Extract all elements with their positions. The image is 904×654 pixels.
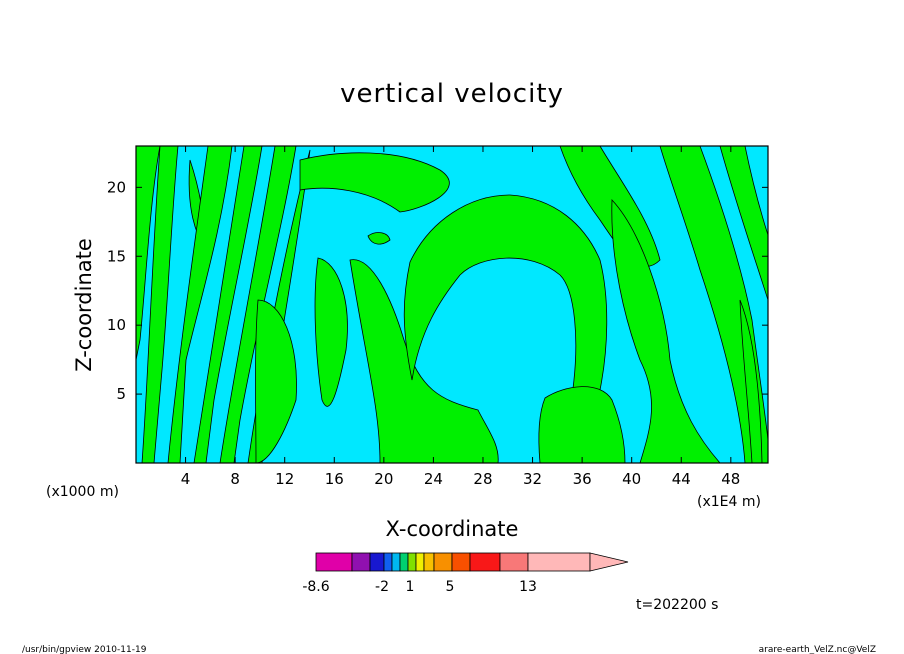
x-tick-label: 8 [230, 470, 240, 488]
colorbar-arrow [589, 552, 629, 572]
x-tick-label: 4 [181, 470, 191, 488]
x-tick-label: 12 [275, 470, 294, 488]
colorbar-segment [423, 552, 435, 572]
x-axis-label: X-coordinate [386, 517, 519, 541]
y-tick-label: 15 [107, 247, 126, 265]
x-axis-ticks: 4 8 12 16 20 24 28 32 36 40 44 48 [181, 146, 740, 488]
colorbar [315, 552, 629, 572]
x-tick-label: 20 [374, 470, 393, 488]
y-unit-note: (x1000 m) [46, 484, 119, 500]
positive-region [367, 232, 391, 245]
plot-frame [135, 145, 769, 464]
plot-area [135, 145, 769, 464]
x-unit-note: (x1E4 m) [697, 494, 761, 510]
x-tick-label: 48 [721, 470, 740, 488]
colorbar-segment [351, 552, 371, 572]
colorbar-label: -8.6 [302, 579, 329, 595]
y-axis-ticks: 5 10 15 20 [107, 178, 768, 403]
colorbar-segment [433, 552, 453, 572]
colorbar-segment [407, 552, 417, 572]
y-tick-label: 5 [116, 385, 126, 403]
time-label: t=202200 s [636, 597, 718, 613]
chart-title: vertical velocity [340, 79, 564, 109]
colorbar-segment [383, 552, 393, 572]
footer-right: arare-earth_VelZ.nc@VelZ [759, 645, 876, 654]
colorbar-segment [499, 552, 529, 572]
positive-velocity-regions [135, 145, 769, 464]
x-tick-label: 28 [473, 470, 492, 488]
positive-region [299, 152, 450, 213]
colorbar-segment [415, 552, 425, 572]
x-tick-label: 44 [672, 470, 691, 488]
colorbar-label: 1 [406, 579, 415, 595]
colorbar-segment [369, 552, 385, 572]
positive-region [538, 386, 626, 464]
colorbar-segment [527, 552, 591, 572]
colorbar-segment [469, 552, 501, 572]
y-tick-label: 10 [107, 316, 126, 334]
x-tick-label: 16 [325, 470, 344, 488]
y-axis-label: Z-coordinate [72, 238, 96, 372]
x-tick-label: 36 [573, 470, 592, 488]
x-tick-label: 32 [523, 470, 542, 488]
positive-region [349, 259, 499, 464]
colorbar-segment [399, 552, 409, 572]
x-tick-label: 24 [424, 470, 443, 488]
colorbar-label: 13 [519, 579, 537, 595]
colorbar-segment [315, 552, 353, 572]
colorbar-segment [451, 552, 471, 572]
x-tick-label: 40 [622, 470, 641, 488]
positive-region [135, 145, 161, 361]
y-tick-label: 20 [107, 178, 126, 196]
colorbar-label: -2 [375, 579, 389, 595]
colorbar-label: 5 [446, 579, 455, 595]
footer-left: /usr/bin/gpview 2010-11-19 [22, 645, 147, 654]
colorbar-labels: -8.6 -2 1 5 13 [302, 579, 537, 595]
positive-region [255, 299, 297, 464]
positive-region [314, 257, 348, 407]
colorbar-segment [391, 552, 401, 572]
